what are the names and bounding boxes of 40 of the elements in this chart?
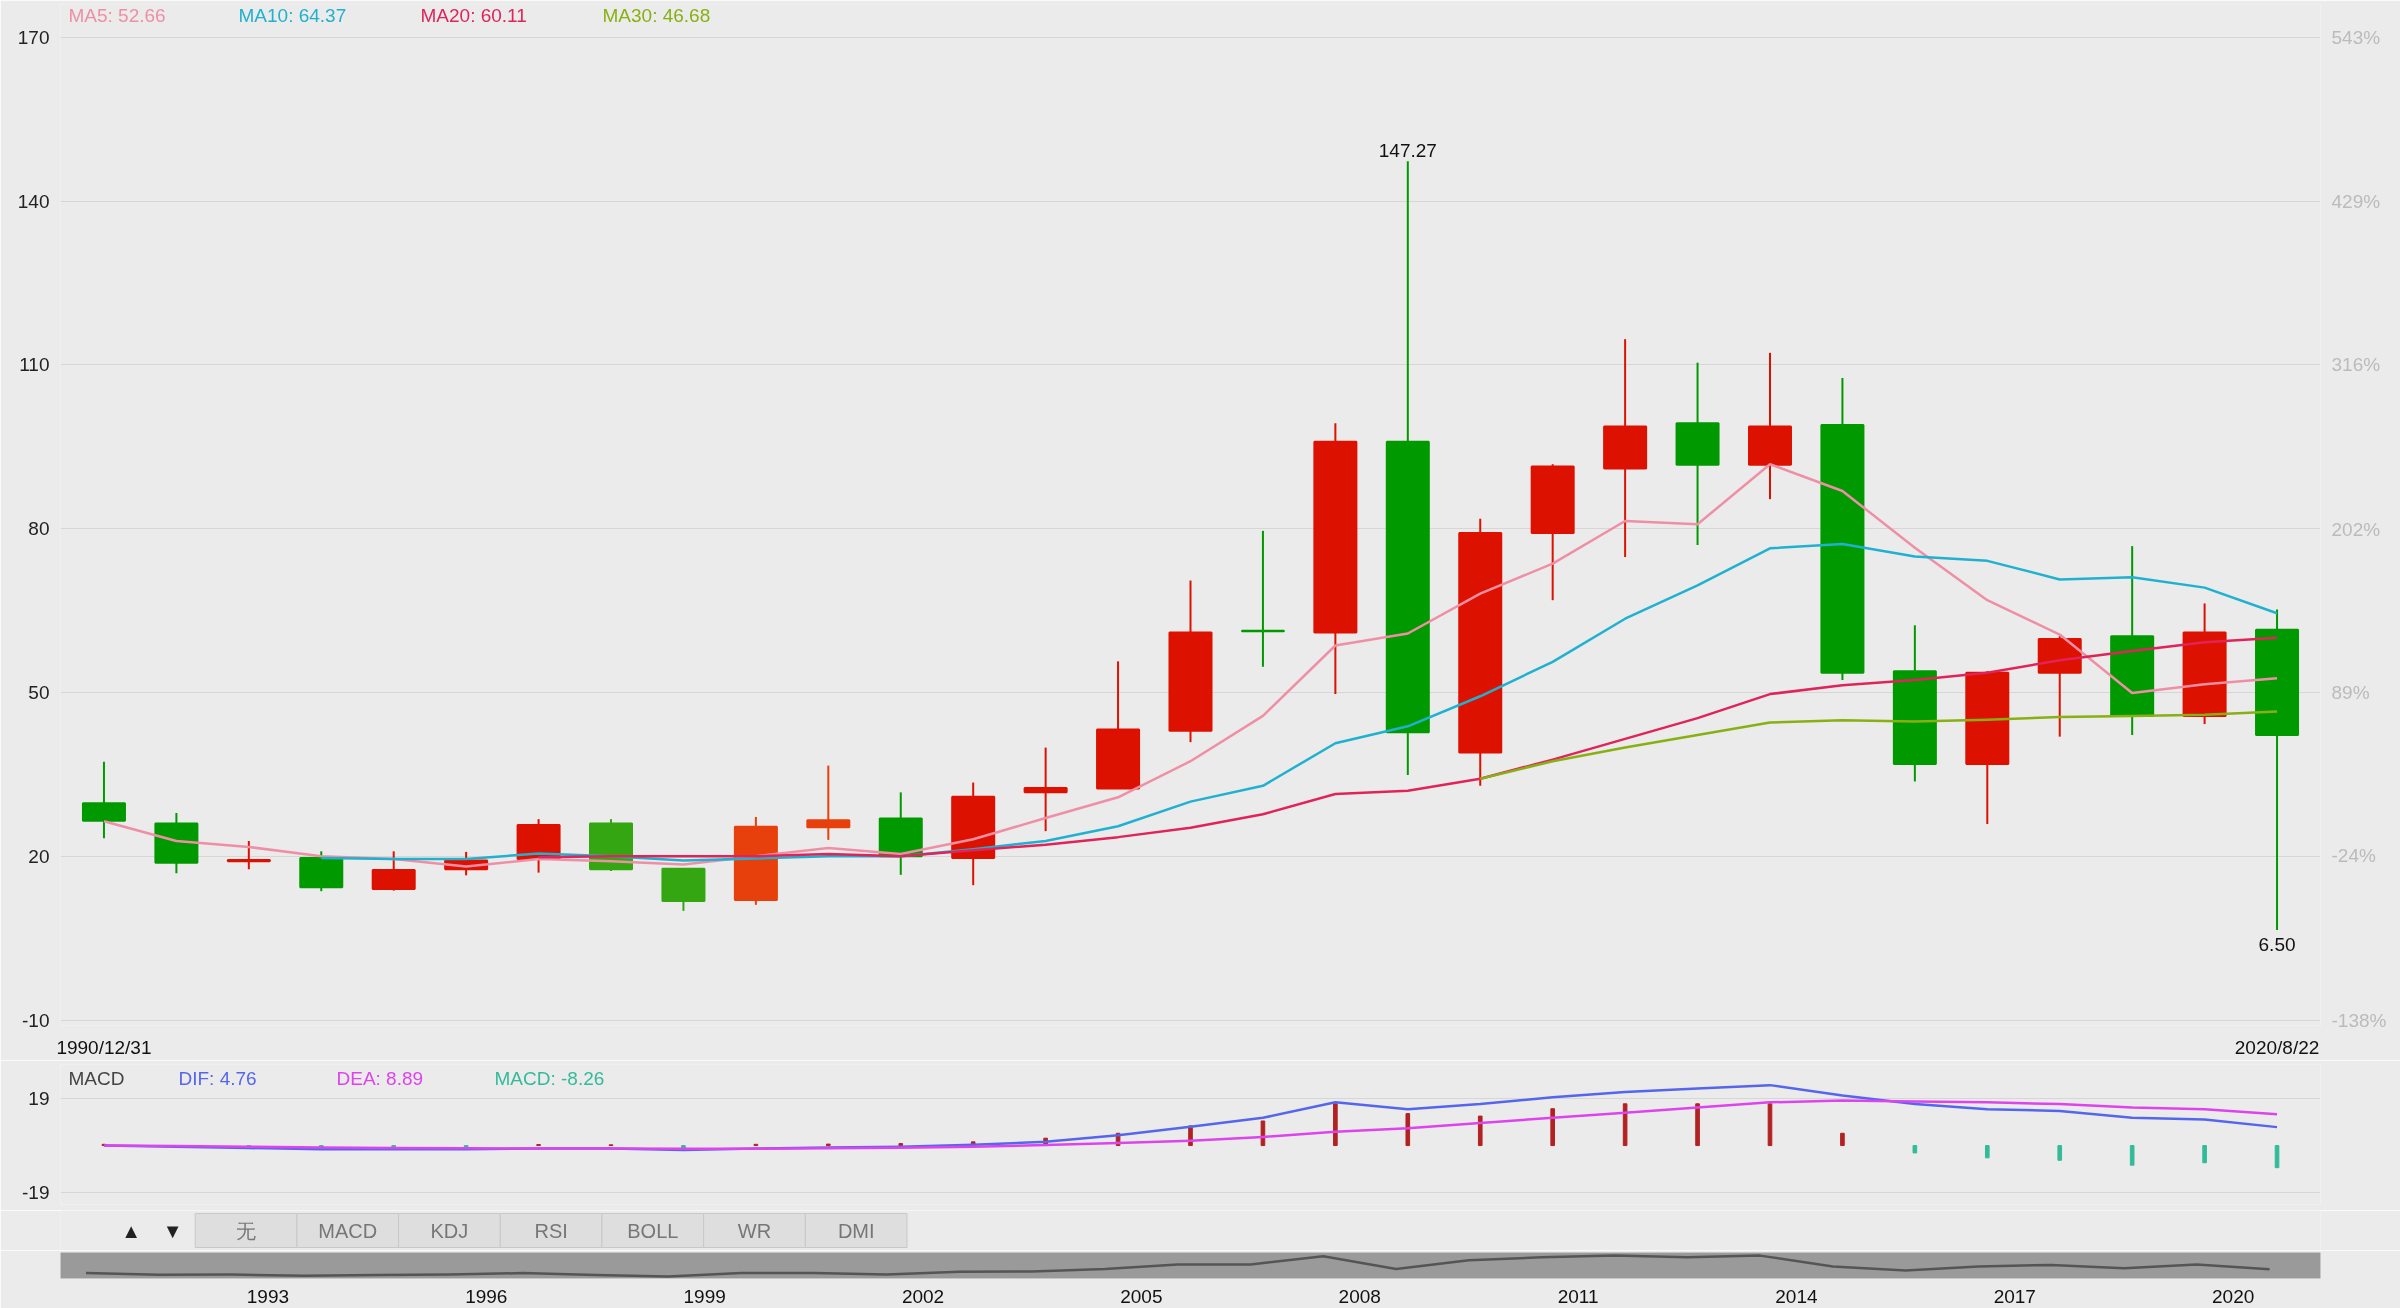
text: KDJ <box>430 1219 469 1242</box>
text: BOLL <box>627 1219 679 1242</box>
y-tick-label: 140 <box>17 190 50 212</box>
y-tick-label: 110 <box>19 354 50 376</box>
y-tick-label: 19 <box>28 1088 50 1110</box>
annotation: MACD <box>68 1067 125 1089</box>
annotation: 147.27 <box>1378 140 1437 162</box>
text: MACD: -8.26 <box>494 1067 605 1089</box>
x-tick-label: 1990/12/31 <box>56 1036 152 1058</box>
text: MA10: 64.37 <box>238 4 347 26</box>
text: MA20: 60.11 <box>420 4 527 26</box>
annotation: 6.50 <box>2258 933 2296 955</box>
y-tick-label: 80 <box>28 518 50 540</box>
x-tick-label: 2020/8/22 <box>2234 1036 2320 1058</box>
y-tick-label: 50 <box>28 681 50 703</box>
x-tick-label: 1996 <box>465 1285 508 1307</box>
y-tick-label: 170 <box>17 26 50 48</box>
x-tick-label: 2020 <box>2212 1285 2255 1307</box>
x-tick-label: 1999 <box>683 1285 726 1307</box>
x-tick-label: 2011 <box>1557 1285 1599 1307</box>
text: MACD <box>318 1219 378 1242</box>
x-tick-label: 1993 <box>246 1285 290 1307</box>
x-tick-label: 2002 <box>901 1285 945 1307</box>
y-tick-label: 20 <box>28 845 50 867</box>
text: DIF: 4.76 <box>178 1067 257 1089</box>
x-tick-label: 2017 <box>1993 1285 2036 1307</box>
text: 无 <box>236 1219 257 1242</box>
text: RSI <box>534 1219 568 1242</box>
text: WR <box>737 1219 772 1242</box>
text: ▲ <box>121 1219 142 1242</box>
y-tick-label: -19 <box>22 1181 50 1203</box>
y-tick-label: -10 <box>22 1009 50 1031</box>
text: DEA: 8.89 <box>336 1067 424 1089</box>
x-tick-label: 2008 <box>1338 1285 1381 1307</box>
text: ▼ <box>162 1219 183 1242</box>
text: DMI <box>837 1219 875 1242</box>
x-tick-label: 2014 <box>1775 1285 1819 1307</box>
x-tick-label: 2005 <box>1120 1285 1163 1307</box>
text: MA5: 52.66 <box>68 4 166 26</box>
text: MA30: 46.68 <box>602 4 711 26</box>
